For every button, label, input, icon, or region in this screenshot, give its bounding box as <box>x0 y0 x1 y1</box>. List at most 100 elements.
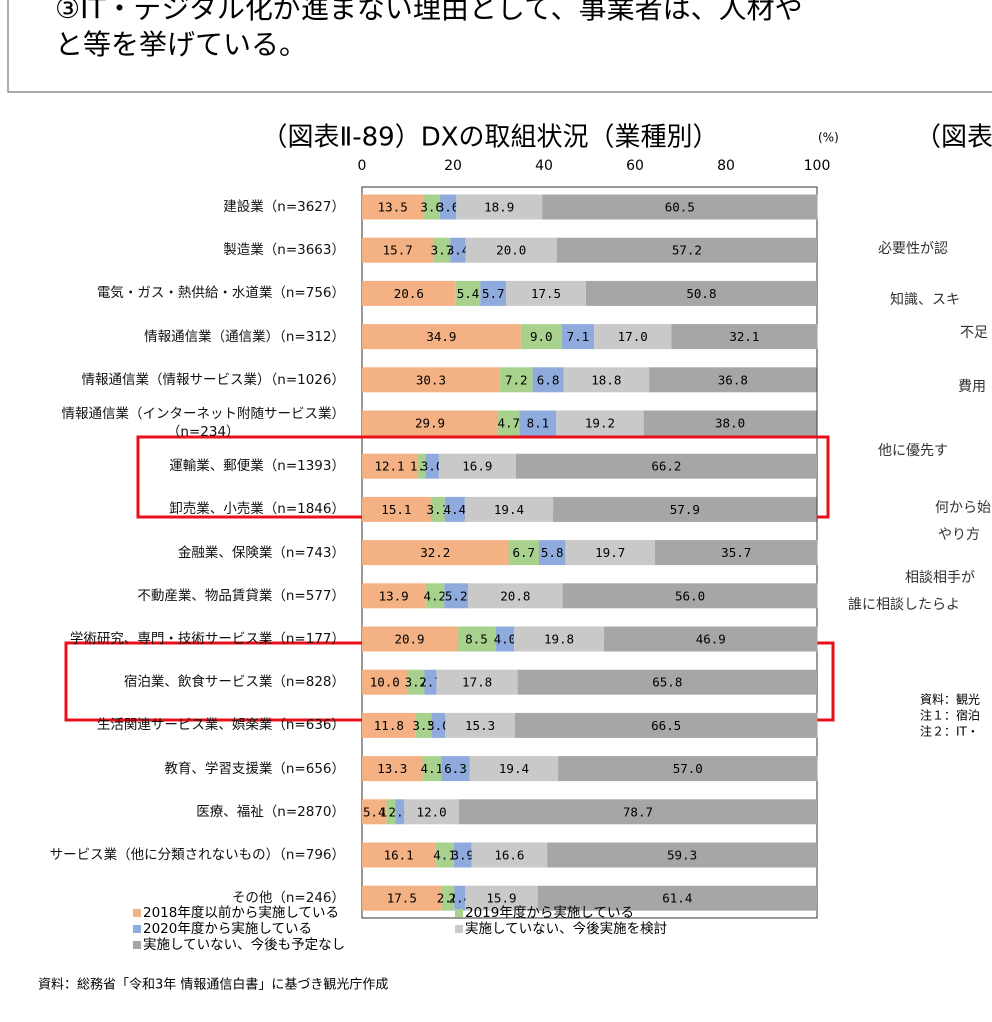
bar-segment <box>430 496 445 522</box>
legend-swatch <box>455 909 463 917</box>
bar-segment <box>362 799 387 825</box>
bar-segment <box>508 540 539 566</box>
bar-segment <box>415 712 432 738</box>
side-label: 必要性が認 <box>878 241 948 257</box>
bar-segment <box>362 324 521 350</box>
value-label: 7.2 <box>505 372 528 387</box>
side-label: 誰に相談したらよ <box>848 597 960 613</box>
value-label: 20.0 <box>496 243 526 258</box>
bar-segment <box>386 799 396 825</box>
bar-segment <box>424 669 437 695</box>
bar-segment <box>547 842 817 868</box>
value-label: 16.6 <box>494 848 524 863</box>
bar-segment <box>643 410 817 436</box>
value-label: 34.9 <box>426 329 456 344</box>
bar-segment <box>422 756 442 782</box>
bar-segment <box>506 280 586 306</box>
value-label: 29.9 <box>415 416 445 431</box>
value-label: 3.4 <box>447 243 470 258</box>
side-label: やり方 <box>938 527 980 543</box>
bar-segment <box>433 237 451 263</box>
value-label: 5.4 <box>457 286 480 301</box>
value-label: 32.1 <box>729 329 759 344</box>
bar-segment <box>444 496 465 522</box>
bar-segment <box>553 496 817 522</box>
value-label: 3.6 <box>420 200 443 215</box>
header-line: と等を挙げている。 <box>55 28 307 61</box>
value-label: 60.5 <box>665 200 695 215</box>
bar-segment <box>594 324 672 350</box>
bar-segment <box>455 280 481 306</box>
bar-segment <box>513 626 605 652</box>
side-note: 資料：観光 <box>920 693 980 707</box>
bar-segment <box>465 237 557 263</box>
legend-label: 実施していない、今後実施を検討 <box>465 921 667 937</box>
category-label: 宿泊業、飲食サービス業（n=828） <box>123 674 345 691</box>
bar-segment <box>425 583 445 609</box>
value-label: 2.7 <box>419 675 442 690</box>
value-label: 8.5 <box>465 632 488 647</box>
value-label: 17.8 <box>462 675 492 690</box>
bar-segment <box>468 583 563 609</box>
value-label: 18.9 <box>484 200 514 215</box>
bar-segment <box>362 496 431 522</box>
value-label: 3.0 <box>421 459 444 474</box>
value-label: 12.0 <box>417 804 447 819</box>
bar-segment <box>362 885 442 911</box>
value-label: 15.3 <box>465 718 495 733</box>
value-label: 6.3 <box>444 761 467 776</box>
value-label: 4.2 <box>424 588 447 603</box>
value-label: 10.0 <box>370 675 400 690</box>
bar-segment <box>362 669 408 695</box>
value-label: 32.2 <box>420 545 450 560</box>
category-label: 電気・ガス・熱供給・水道業（n=756） <box>96 285 345 302</box>
x-tick-label: 40 <box>535 158 553 174</box>
value-label: 6.8 <box>537 372 560 387</box>
bar-segment <box>458 799 817 825</box>
value-label: 5.8 <box>541 545 564 560</box>
bar-segment <box>362 410 499 436</box>
category-label: 学術研究、専門・技術サービス業（n=177） <box>69 631 345 647</box>
legend-swatch <box>455 925 463 933</box>
bar-segment <box>563 367 650 393</box>
header-line: ③IT・デジタル化が進まない理由として、事業者は、人材や <box>55 0 803 25</box>
side-title: （図表 <box>915 123 992 153</box>
bar-segment <box>439 194 457 220</box>
bar-segment <box>556 410 644 436</box>
unit-label: (%) <box>818 131 839 145</box>
bar-segment <box>585 280 817 306</box>
category-label: 情報通信業（情報サービス業）（n=1026） <box>81 371 345 388</box>
value-label: 4.7 <box>497 416 520 431</box>
value-label: 66.2 <box>651 459 681 474</box>
bar-segment <box>441 756 470 782</box>
value-label: 3.9 <box>451 848 474 863</box>
bar-segment <box>537 885 817 911</box>
value-label: 15.1 <box>381 502 411 517</box>
value-label: 12.1 <box>374 459 404 474</box>
value-label: 17.5 <box>531 286 561 301</box>
category-label: 製造業（n=3663） <box>223 242 345 259</box>
bar-segment <box>362 540 509 566</box>
bar-segment <box>445 712 515 738</box>
legend-label: 実施していない、今後も予定なし <box>143 937 345 953</box>
header-box <box>7 0 992 93</box>
value-label: 4.1 <box>421 761 444 776</box>
bar-segment <box>362 194 424 220</box>
value-label: 78.7 <box>623 804 653 819</box>
bar-segment <box>515 453 817 479</box>
bar-segment <box>435 842 454 868</box>
side-label: 他に優先す <box>878 443 948 459</box>
side-label: 不足 <box>960 325 988 341</box>
bar-segment <box>498 410 520 436</box>
bar-segment <box>649 367 817 393</box>
bar-segment <box>514 712 818 738</box>
value-label: 65.8 <box>652 675 682 690</box>
value-label: 2.8 <box>437 891 460 906</box>
source: 資料：総務省「令和3年 情報通信白書」に基づき観光庁作成 <box>38 977 388 993</box>
side-note: 注２：IT・ <box>920 724 979 739</box>
bar-segment <box>407 669 425 695</box>
value-label: 19.4 <box>499 761 529 776</box>
value-label: 36.8 <box>718 372 748 387</box>
bar-segment <box>362 756 423 782</box>
